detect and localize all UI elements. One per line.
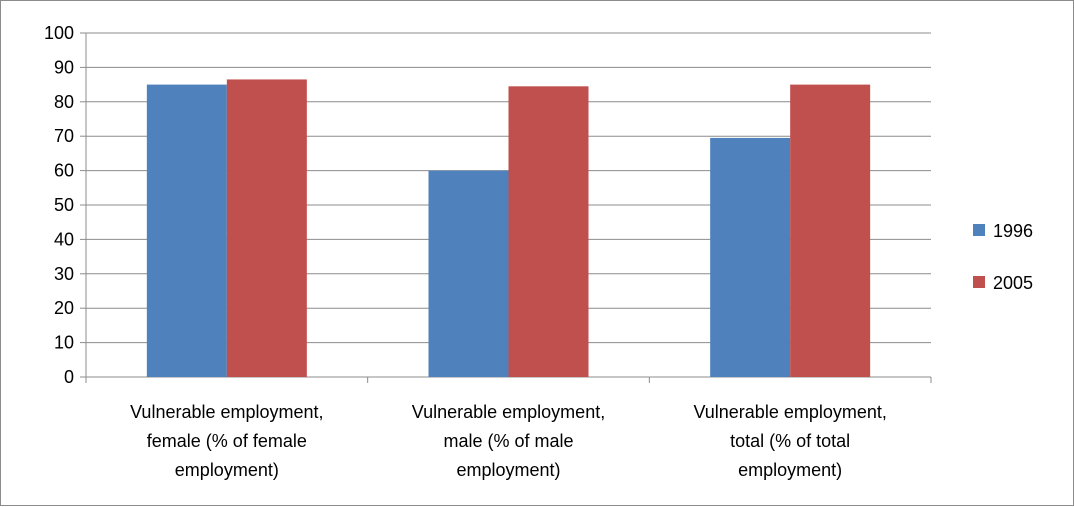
y-tick-label: 60 [54, 161, 74, 181]
y-tick-label: 100 [44, 23, 74, 43]
y-tick-label: 0 [64, 367, 74, 387]
y-tick-labels: 0 10 20 30 40 50 60 70 80 90 100 [44, 23, 74, 387]
y-tick-label: 50 [54, 195, 74, 215]
y-tick-label: 90 [54, 57, 74, 77]
legend: 1996 2005 [973, 221, 1033, 293]
y-tick-label: 30 [54, 264, 74, 284]
y-tick-label: 40 [54, 229, 74, 249]
y-tick-label: 70 [54, 126, 74, 146]
legend-label-2005: 2005 [993, 273, 1033, 293]
x-category-label: total (% of total [730, 431, 850, 451]
legend-label-1996: 1996 [993, 221, 1033, 241]
legend-swatch-2005 [973, 276, 985, 288]
x-category-label: male (% of male [443, 431, 573, 451]
legend-swatch-1996 [973, 224, 985, 236]
bar-1996-cat-2 [428, 170, 509, 377]
bars [146, 79, 871, 377]
y-tick-label: 10 [54, 333, 74, 353]
y-tick-label: 20 [54, 298, 74, 318]
x-category-label: Vulnerable employment, [130, 402, 323, 422]
x-category-label: employment) [175, 460, 279, 480]
x-category-label: Vulnerable employment, [412, 402, 605, 422]
bar-2005-cat-2 [508, 86, 589, 377]
x-category-label: employment) [456, 460, 560, 480]
bar-2005-cat-3 [790, 84, 871, 377]
y-tick-label: 80 [54, 92, 74, 112]
x-category-label: employment) [738, 460, 842, 480]
x-category-label: Vulnerable employment, [693, 402, 886, 422]
x-category-labels: Vulnerable employment, female (% of femal… [130, 402, 887, 480]
bar-1996-cat-1 [146, 84, 227, 377]
bar-2005-cat-1 [226, 79, 307, 377]
bar-1996-cat-3 [710, 137, 791, 377]
x-category-label: female (% of female [147, 431, 307, 451]
